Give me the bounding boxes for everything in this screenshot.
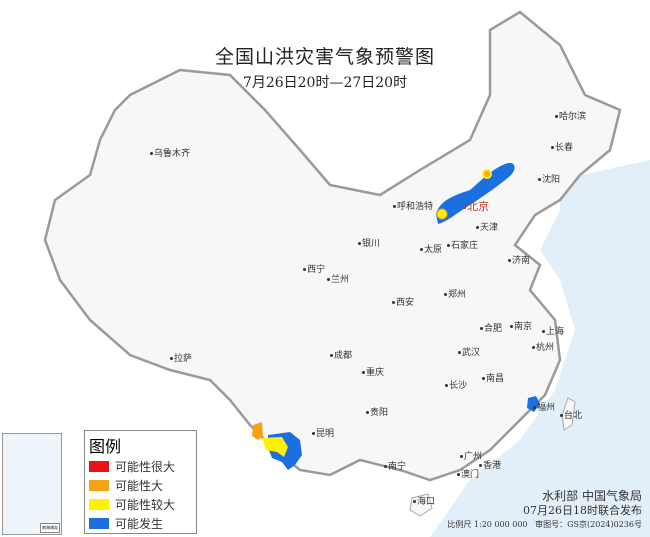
issuer: 水利部 中国气象局 — [542, 489, 642, 503]
legend-title: 图例 — [89, 437, 122, 456]
warning-north-yellow-2 — [436, 208, 448, 220]
city-label: 合肥 — [480, 321, 502, 334]
legend-swatch — [89, 461, 109, 472]
legend-item-very-high: 可能性很大 — [89, 457, 196, 476]
legend-swatch — [89, 499, 109, 510]
city-label: 武汉 — [458, 345, 480, 358]
city-label: 成都 — [330, 348, 352, 361]
city-label: 西宁 — [303, 262, 325, 275]
warning-north-orange-1 — [484, 171, 490, 177]
map-title: 全国山洪灾害气象预警图 — [214, 46, 435, 68]
legend-label: 可能发生 — [115, 517, 164, 531]
legend-label: 可能性较大 — [115, 498, 176, 512]
city-label: 太原 — [420, 242, 442, 255]
city-label: 乌鲁木齐 — [150, 146, 190, 159]
legend-item-moderate: 可能性较大 — [89, 495, 196, 514]
city-label: 石家庄 — [447, 238, 478, 251]
city-label: 南昌 — [482, 371, 504, 384]
city-label: 西安 — [392, 295, 414, 308]
scale-text: 比例尺 1:20 000 000 — [447, 520, 528, 529]
city-label: 长沙 — [445, 378, 467, 391]
legend-label: 可能性大 — [115, 479, 164, 493]
city-label: 郑州 — [444, 287, 466, 300]
city-label: 海口 — [413, 494, 435, 507]
sea — [430, 160, 650, 537]
city-label: 北京 — [463, 198, 489, 214]
city-label: 昆明 — [312, 426, 334, 439]
warning-yunnan-orange — [252, 422, 263, 440]
south-china-sea-inset: 南海诸岛 — [2, 433, 62, 535]
city-label: 福州 — [533, 400, 555, 413]
city-label: 杭州 — [532, 340, 554, 353]
scale-and-map-number: 比例尺 1:20 000 000 审图号：GS京(2024)0236号 — [447, 519, 642, 530]
city-label: 贵阳 — [366, 405, 388, 418]
legend-item-high: 可能性大 — [89, 476, 196, 495]
warning-north-possible — [436, 162, 515, 224]
city-label: 沈阳 — [538, 172, 560, 185]
city-label: 拉萨 — [170, 351, 192, 364]
city-label: 天津 — [476, 220, 498, 233]
city-label: 南宁 — [384, 459, 406, 472]
city-label: 广州 — [460, 449, 482, 462]
warning-areas — [252, 162, 540, 470]
city-label: 长春 — [551, 140, 573, 153]
legend-swatch — [89, 480, 109, 491]
city-label: 香港 — [479, 458, 501, 471]
city-label: 澳门 — [457, 467, 479, 480]
city-label: 呼和浩特 — [393, 199, 433, 212]
city-label: 银川 — [358, 236, 380, 249]
city-label: 哈尔滨 — [555, 109, 586, 122]
city-label: 济南 — [508, 253, 530, 266]
inset-label: 南海诸岛 — [40, 523, 60, 533]
city-label: 兰州 — [327, 272, 349, 285]
city-label: 上海 — [542, 324, 564, 337]
map-number: 审图号：GS京(2024)0236号 — [535, 520, 642, 529]
warning-yunnan-yellow — [262, 437, 288, 457]
issue-time: 07月26日18时联合发布 — [523, 504, 642, 517]
legend-swatch — [89, 518, 109, 529]
legend: 图例 可能性很大 可能性大 可能性较大 可能发生 — [84, 430, 197, 534]
city-label: 台北 — [560, 408, 582, 421]
city-label: 重庆 — [362, 365, 384, 378]
legend-item-possible: 可能发生 — [89, 514, 196, 533]
legend-label: 可能性很大 — [115, 460, 176, 474]
city-label: 南京 — [510, 319, 532, 332]
map-subtitle: 7月26日20时—27日20时 — [242, 75, 408, 91]
